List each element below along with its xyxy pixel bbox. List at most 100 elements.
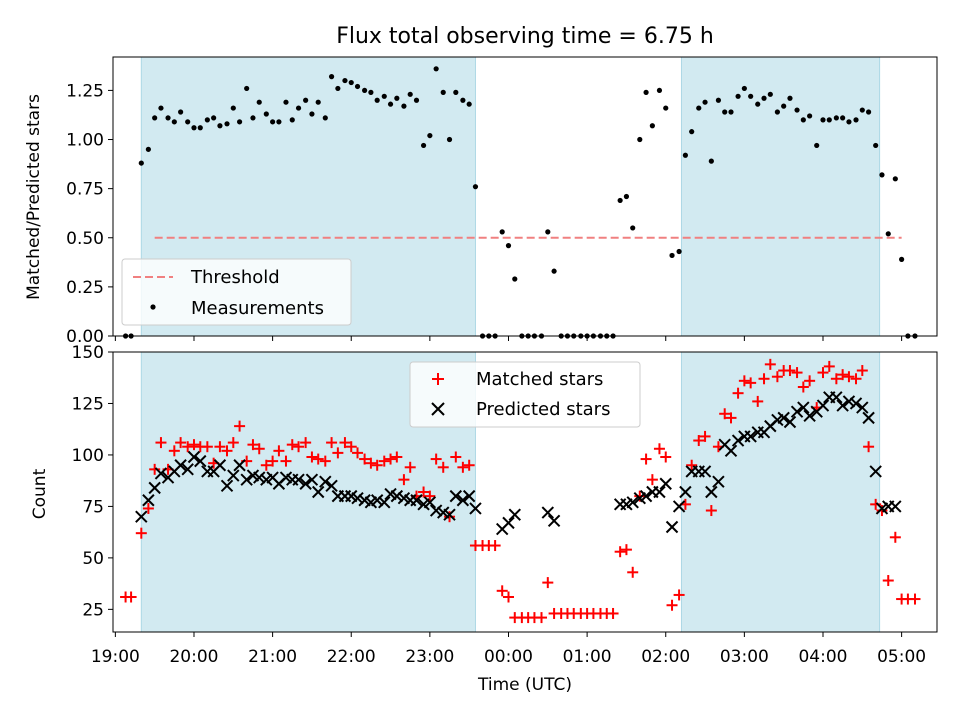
measurement-point [289, 117, 295, 123]
matched-star-point [758, 373, 770, 385]
matched-star-point [843, 371, 855, 383]
measurement-point [814, 142, 820, 149]
bottom-legend: Matched stars Predicted stars [409, 361, 641, 428]
predicted-star-point [370, 494, 384, 507]
predicted-star-point [305, 473, 319, 486]
predicted-star-point [213, 459, 227, 472]
measurement-point [728, 109, 734, 115]
predicted-star-point [698, 465, 712, 478]
predicted-star-point [653, 485, 666, 499]
predicted-star-point [135, 510, 148, 523]
measurement-point [859, 107, 865, 113]
top-legend-box [121, 258, 352, 326]
measurement-point [348, 79, 354, 86]
measurement-point [362, 87, 368, 94]
legend-matched-label: Matched stars [476, 369, 603, 390]
measurement-point [696, 105, 702, 111]
measurement-point [303, 97, 309, 103]
legend-measurements-label: Measurements [191, 298, 324, 319]
predicted-star-point [502, 516, 515, 530]
predicted-star-point [547, 514, 561, 528]
predicted-star-point [469, 502, 482, 515]
matched-star-point [365, 457, 377, 469]
matched-star-point [253, 443, 265, 455]
predicted-star-point [292, 473, 305, 486]
matched-star-point [837, 369, 849, 381]
measurement-point [138, 160, 144, 166]
measurement-point [708, 158, 714, 164]
matched-star-point [326, 437, 338, 449]
predicted-star-point [856, 401, 869, 414]
measurement-point [178, 109, 184, 115]
measurement-point [433, 66, 439, 72]
matched-star-point [830, 373, 842, 385]
measurement-point [892, 176, 898, 182]
measurement-point [761, 95, 767, 101]
measurement-point [466, 101, 472, 107]
matched-star-point [280, 455, 292, 467]
predicted-star-point [187, 450, 201, 464]
matched-star-point [627, 566, 639, 578]
measurement-point [381, 93, 387, 99]
predicted-star-point [777, 411, 790, 425]
measurement-point [807, 113, 813, 119]
matched-star-point [705, 505, 717, 517]
matched-star-point [817, 367, 829, 379]
predicted-star-point [410, 494, 423, 507]
matched-star-point [227, 437, 239, 449]
measurement-point [453, 89, 459, 95]
matched-star-point [319, 455, 331, 467]
measurement-point [826, 117, 832, 123]
matched-star-point [234, 420, 246, 432]
matched-star-point [444, 511, 456, 523]
predicted-star-point [449, 489, 463, 503]
predicted-star-point [227, 469, 240, 482]
measurement-point [846, 119, 852, 125]
matched-legend-swatch [432, 373, 444, 385]
predicted-star-point [299, 477, 312, 490]
matched-star-point [653, 443, 665, 455]
measurement-point [840, 115, 846, 121]
bottom-y-ticks: 25 50 75 100 125 150 [72, 343, 113, 620]
predicted-star-point [240, 473, 253, 486]
matched-star-point [889, 531, 901, 543]
predicted-star-point [253, 471, 266, 484]
measurement-point [283, 99, 289, 105]
matched-star-point [797, 381, 809, 393]
measurement-point [315, 99, 321, 105]
predicted-star-point [783, 415, 797, 429]
measurement-point [295, 105, 302, 111]
measurement-point [656, 87, 663, 94]
matched-star-point [267, 455, 279, 467]
matched-star-point [142, 502, 154, 514]
measurement-point [244, 85, 250, 92]
predicted-star-point [790, 405, 804, 418]
x-tick-label: 20:00 [169, 647, 218, 667]
x-tick-label: 03:00 [720, 647, 769, 667]
legend-threshold-label: Threshold [190, 267, 280, 288]
predicted-star-point [233, 459, 246, 472]
matched-star-point [850, 373, 862, 385]
matched-star-point [437, 461, 449, 473]
bottom-axes-frame [112, 351, 938, 633]
measurement-point [197, 125, 203, 131]
measurement-point [663, 105, 669, 111]
matched-star-point [332, 447, 344, 459]
measurements-legend-swatch [150, 304, 156, 310]
x-tick-label: 04:00 [798, 647, 847, 667]
measurement-point [833, 115, 839, 121]
predicted-star-point [731, 434, 745, 447]
measurement-point [387, 101, 394, 107]
matched-star-point [125, 591, 137, 603]
measurement-point [472, 184, 479, 190]
matched-star-point [693, 435, 705, 447]
measurement-point [623, 193, 630, 200]
y-tick-label: 75 [82, 497, 104, 517]
measurement-point [413, 97, 420, 103]
measurement-point [263, 111, 269, 117]
measurement-point [374, 97, 380, 103]
measurement-point [335, 85, 341, 92]
predicted-star-point [869, 465, 882, 478]
measurement-point [669, 252, 675, 259]
matched-star-point [424, 490, 436, 502]
